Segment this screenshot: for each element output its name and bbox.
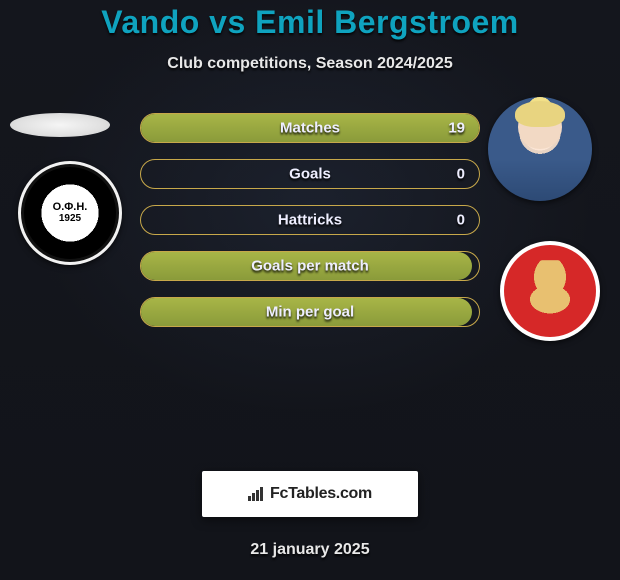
page-title: Vando vs Emil Bergstroem (0, 4, 620, 41)
bar-chart-icon (248, 487, 266, 501)
stat-bar-label: Goals per match (251, 258, 369, 275)
subtitle: Club competitions, Season 2024/2025 (0, 55, 620, 73)
stat-bar-value: 0 (457, 166, 465, 183)
date-text: 21 january 2025 (0, 541, 620, 559)
stat-bar-value: 0 (457, 212, 465, 229)
site-logo-text: FcTables.com (270, 485, 372, 503)
player-right-avatar (488, 97, 592, 201)
club-left-line2: 1925 (59, 214, 81, 224)
stat-bar-label: Matches (280, 120, 340, 137)
site-logo[interactable]: FcTables.com (202, 471, 418, 517)
club-left-line1: Ο.Φ.Η. (53, 202, 88, 213)
stat-bar-label: Hattricks (278, 212, 342, 229)
stat-bar-value: 19 (448, 120, 465, 137)
stat-bar: Matches 19 (140, 113, 480, 143)
stat-bar: Min per goal (140, 297, 480, 327)
stat-bar: Goals per match (140, 251, 480, 281)
stat-bars: Matches 19 Goals 0 Hattricks 0 Goals per match… (140, 113, 480, 343)
stat-bar: Hattricks 0 (140, 205, 480, 235)
comparison-panel: Ο.Φ.Η. 1925 Matches19Goals0Hattricks0Goa… (0, 113, 620, 353)
stat-bar-label: Min per goal (266, 304, 354, 321)
club-right-badge (500, 241, 600, 341)
club-left-badge: Ο.Φ.Η. 1925 (18, 161, 122, 265)
player-left-avatar (10, 113, 110, 137)
stat-bar: Goals 0 (140, 159, 480, 189)
stat-bar-label: Goals (289, 166, 331, 183)
